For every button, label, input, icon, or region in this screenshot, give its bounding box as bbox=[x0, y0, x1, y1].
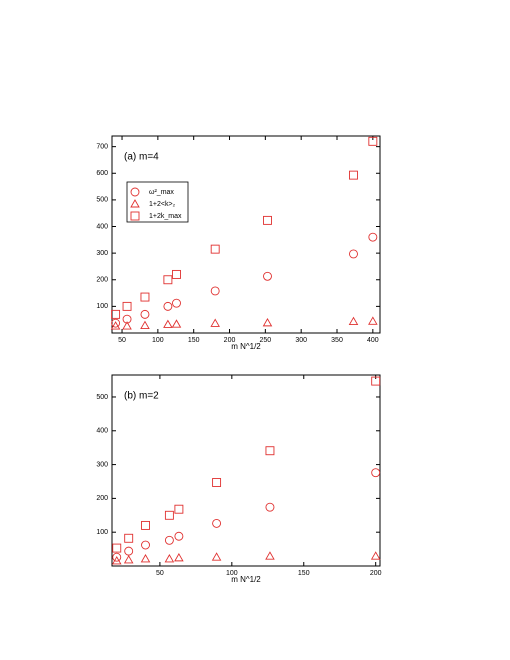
y-tick-label: 400 bbox=[96, 223, 108, 230]
marker-triangle bbox=[171, 319, 182, 328]
marker-circle bbox=[164, 535, 174, 545]
x-tick-label: 400 bbox=[367, 337, 379, 344]
marker-triangle bbox=[348, 316, 359, 326]
y-tick-label: 200 bbox=[96, 277, 108, 284]
x-tick-label: 300 bbox=[295, 337, 307, 344]
marker-circle bbox=[371, 468, 381, 478]
y-tick-label: 400 bbox=[96, 428, 108, 435]
x-axis-label: m N^1/2 bbox=[231, 575, 261, 584]
marker-square bbox=[130, 211, 140, 221]
marker-circle bbox=[265, 502, 275, 512]
x-tick-label: 100 bbox=[152, 337, 164, 344]
x-tick-label: 100 bbox=[226, 570, 238, 577]
marker-circle bbox=[122, 314, 132, 324]
x-tick-label: 250 bbox=[260, 337, 272, 344]
marker-circle bbox=[212, 518, 222, 528]
plot-frame bbox=[111, 374, 381, 567]
marker-square bbox=[210, 244, 220, 254]
legend-label: 1+2<k>₂ bbox=[149, 201, 176, 208]
marker-square bbox=[112, 543, 122, 553]
marker-triangle bbox=[123, 555, 134, 564]
marker-triangle bbox=[210, 318, 220, 327]
marker-triangle bbox=[211, 552, 222, 561]
legend-label: 1+2k_max bbox=[149, 213, 182, 220]
marker-square bbox=[122, 301, 132, 311]
x-tick-label: 200 bbox=[224, 337, 236, 344]
marker-square bbox=[141, 520, 150, 530]
marker-square bbox=[111, 309, 121, 319]
marker-triangle bbox=[174, 552, 184, 562]
legend-label: ω²_max bbox=[149, 189, 174, 196]
marker-triangle bbox=[262, 317, 273, 327]
marker-square bbox=[349, 170, 358, 180]
marker-circle bbox=[172, 298, 181, 308]
marker-square bbox=[263, 215, 272, 225]
marker-circle bbox=[210, 286, 220, 296]
marker-square bbox=[140, 292, 150, 302]
marker-circle bbox=[263, 271, 272, 281]
y-tick-label: 500 bbox=[96, 197, 108, 204]
marker-circle bbox=[140, 309, 150, 319]
marker-triangle bbox=[111, 556, 122, 565]
marker-triangle bbox=[265, 551, 275, 560]
y-tick-label: 700 bbox=[96, 143, 108, 150]
panel-label: (b) m=2 bbox=[124, 391, 159, 402]
marker-square bbox=[164, 510, 174, 520]
plot-frame bbox=[111, 135, 381, 334]
panel-label: (a) m=4 bbox=[124, 152, 159, 163]
x-tick-label: 150 bbox=[188, 337, 200, 344]
x-axis-label: m N^1/2 bbox=[231, 342, 261, 351]
marker-triangle bbox=[163, 319, 173, 328]
y-tick-label: 300 bbox=[96, 461, 108, 468]
marker-circle bbox=[174, 531, 184, 541]
marker-triangle bbox=[130, 199, 140, 208]
marker-circle bbox=[130, 187, 140, 197]
marker-circle bbox=[349, 249, 358, 259]
marker-square bbox=[172, 269, 181, 279]
y-tick-label: 500 bbox=[96, 394, 108, 401]
x-tick-label: 350 bbox=[331, 337, 343, 344]
marker-triangle bbox=[164, 553, 175, 563]
y-tick-label: 100 bbox=[96, 303, 108, 310]
marker-triangle bbox=[368, 316, 378, 325]
marker-circle bbox=[163, 301, 173, 311]
marker-square bbox=[265, 446, 275, 456]
marker-triangle bbox=[140, 553, 151, 563]
x-tick-label: 150 bbox=[298, 570, 310, 577]
y-tick-label: 100 bbox=[96, 529, 108, 536]
y-tick-label: 600 bbox=[96, 170, 108, 177]
legend-box bbox=[126, 181, 189, 223]
marker-triangle bbox=[110, 321, 121, 330]
marker-circle bbox=[368, 232, 378, 242]
marker-circle bbox=[112, 552, 122, 562]
marker-triangle bbox=[122, 321, 132, 330]
marker-square bbox=[163, 275, 173, 285]
x-tick-label: 200 bbox=[370, 570, 382, 577]
marker-square bbox=[124, 533, 134, 543]
marker-circle bbox=[111, 318, 121, 328]
marker-circle bbox=[124, 546, 134, 556]
marker-triangle bbox=[140, 320, 150, 329]
y-tick-label: 200 bbox=[96, 495, 108, 502]
marker-square bbox=[174, 504, 184, 514]
marker-triangle bbox=[370, 551, 381, 560]
marker-square bbox=[371, 376, 381, 386]
y-tick-label: 300 bbox=[96, 250, 108, 257]
marker-circle bbox=[141, 540, 150, 550]
x-tick-label: 50 bbox=[156, 570, 164, 577]
marker-square bbox=[212, 478, 222, 487]
marker-square bbox=[368, 136, 378, 146]
x-tick-label: 50 bbox=[118, 337, 126, 344]
